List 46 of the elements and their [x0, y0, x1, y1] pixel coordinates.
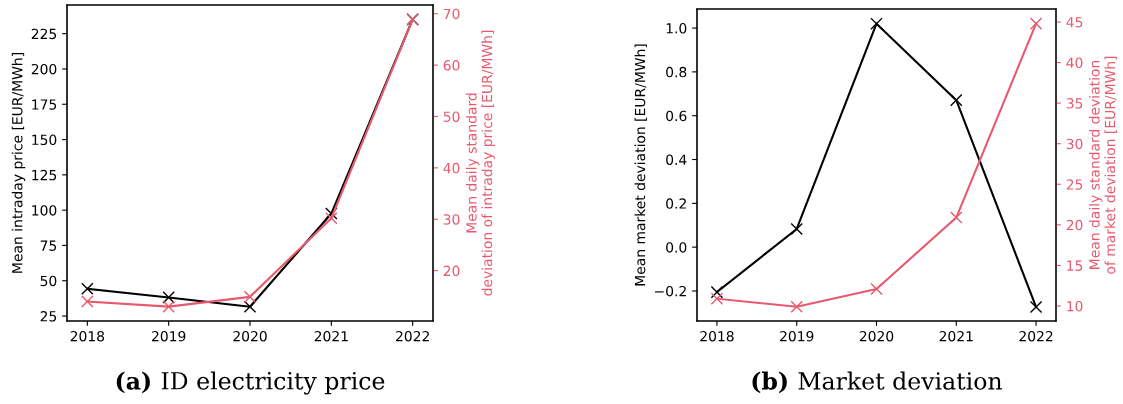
- y-tick-label: 0.0: [666, 242, 687, 253]
- y-tick-label: 200: [31, 63, 57, 75]
- y2-tick-label: 60: [443, 60, 460, 71]
- y-tick-label: 125: [32, 169, 57, 181]
- x-tick-label: 2020: [233, 330, 267, 342]
- y-tick-label: 25: [40, 311, 57, 322]
- y-tick-label: −0.2: [655, 285, 686, 297]
- y2-tick-label: 25: [1066, 179, 1083, 190]
- y-tick-label: 75: [40, 240, 57, 251]
- y2-axis-title: Mean daily standard deviation of intraday price [EUR/MWh]: [465, 30, 495, 296]
- y2-tick-label: 20: [443, 265, 460, 277]
- y2-tick-label: 40: [1066, 57, 1083, 69]
- x-tick-label: 2018: [700, 330, 734, 342]
- y-tick-label: 225: [31, 28, 57, 40]
- y-tick-label: 0.2: [666, 198, 686, 209]
- x-tick-label: 2022: [1019, 330, 1053, 342]
- y-axis-title: Mean market deviation [EUR/MWh]: [634, 44, 647, 286]
- y-tick-label: 0.6: [666, 110, 687, 122]
- x-tick-label: 2018: [70, 330, 105, 342]
- y-tick-label: 50: [40, 275, 57, 287]
- y2-tick-label: 35: [1066, 98, 1083, 109]
- y2-tick-label: 20: [1066, 219, 1083, 231]
- y-tick-label: 0.8: [666, 66, 687, 78]
- y2-axis-title: Mean daily standard deviation of market deviation [EUR/MWh]: [1088, 56, 1117, 274]
- x-tick-label: 2020: [859, 330, 894, 342]
- x-tick-label: 2019: [780, 330, 814, 342]
- y-axis-title: Mean intraday price [EUR/MWh]: [11, 53, 26, 273]
- x-tick-label: 2021: [939, 330, 973, 342]
- x-tick-label: 2022: [396, 330, 429, 342]
- y2-tick-label: 30: [1066, 138, 1083, 150]
- y-tick-label: 175: [32, 99, 57, 110]
- x-tick-label: 2021: [314, 330, 348, 342]
- y-tick-label: 100: [32, 205, 57, 216]
- y-tick-label: 1.0: [666, 23, 687, 34]
- y2-tick-label: 70: [443, 8, 460, 20]
- y-tick-label: 150: [32, 134, 57, 146]
- x-tick-label: 2019: [152, 330, 186, 342]
- y2-tick-label: 10: [1067, 300, 1083, 312]
- y2-tick-label: 15: [1067, 260, 1083, 271]
- y2-tick-label: 45: [1066, 17, 1083, 28]
- y2-tick-label: 50: [443, 111, 460, 122]
- text: (b) Market deviation: [752, 371, 1002, 394]
- y2-tick-label: 40: [443, 162, 460, 174]
- y2-tick-label: 30: [443, 214, 460, 225]
- y-tick-label: 0.4: [666, 154, 687, 165]
- text: (a) ID electricity price: [116, 371, 385, 395]
